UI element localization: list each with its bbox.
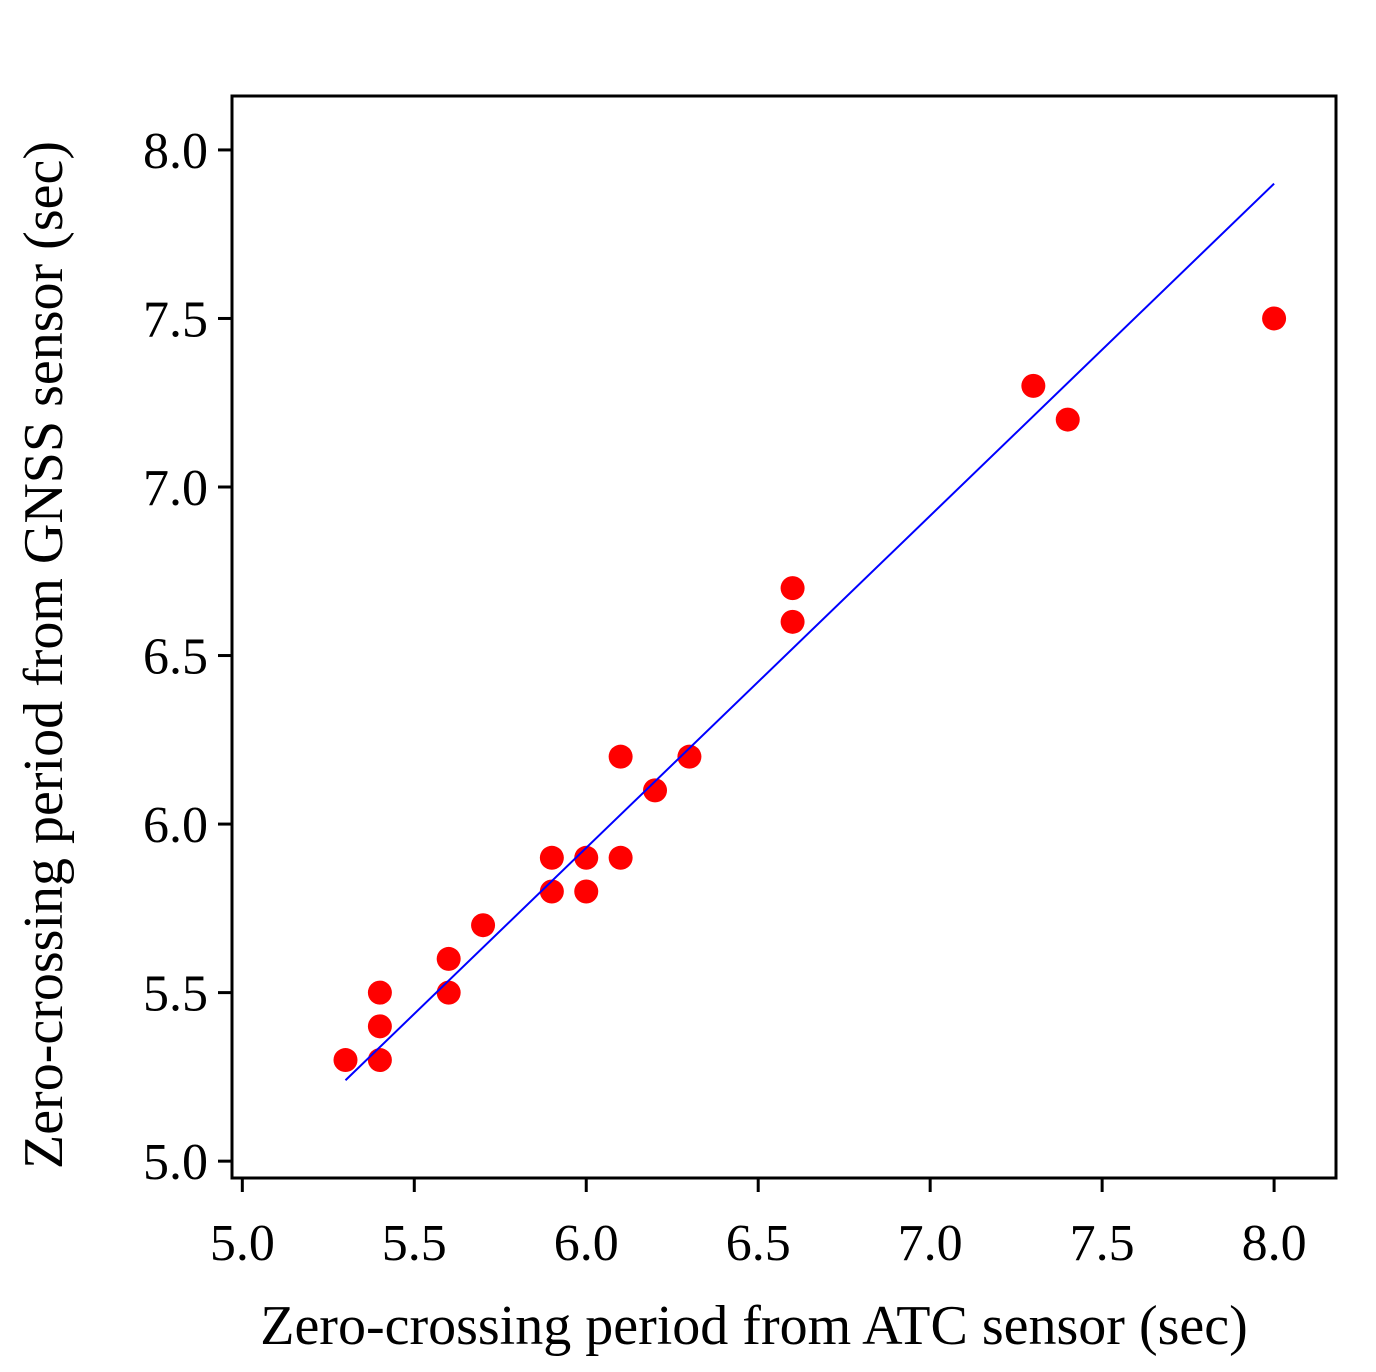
data-point xyxy=(333,1048,358,1073)
y-tick-label: 6.0 xyxy=(143,797,208,854)
x-axis-title: Zero-crossing period from ATC sensor (se… xyxy=(260,1295,1248,1357)
y-axis-title: Zero-crossing period from GNSS sensor (s… xyxy=(13,141,75,1169)
x-tick-label: 6.5 xyxy=(726,1215,791,1272)
x-tick-label: 5.5 xyxy=(382,1215,447,1272)
y-tick-label: 7.0 xyxy=(143,460,208,517)
x-tick-label: 8.0 xyxy=(1242,1215,1307,1272)
data-point xyxy=(1262,306,1287,331)
data-point xyxy=(436,980,461,1005)
x-tick-label: 6.0 xyxy=(554,1215,619,1272)
series-layer xyxy=(333,182,1287,1081)
data-point xyxy=(608,845,633,870)
data-point xyxy=(539,879,564,904)
y-tick-label: 5.0 xyxy=(143,1134,208,1191)
y-tick-label: 7.5 xyxy=(143,291,208,348)
data-point xyxy=(1055,407,1080,432)
data-point xyxy=(574,879,599,904)
data-point xyxy=(608,744,633,769)
data-point xyxy=(367,1048,392,1073)
data-point xyxy=(1021,373,1046,398)
x-tick-label: 7.5 xyxy=(1070,1215,1135,1272)
y-axis: 5.0 5.5 6.0 6.5 7.0 7.5 8.0 xyxy=(143,123,232,1191)
x-tick-label: 7.0 xyxy=(898,1215,963,1272)
data-point xyxy=(643,778,668,803)
data-point xyxy=(471,913,496,938)
plot-frame xyxy=(230,94,1338,1180)
y-tick-label: 8.0 xyxy=(143,123,208,180)
data-point xyxy=(780,576,805,601)
y-tick-label: 5.5 xyxy=(143,966,208,1023)
data-point xyxy=(367,980,392,1005)
y-tick-label: 6.5 xyxy=(143,629,208,686)
data-point xyxy=(539,845,564,870)
data-point xyxy=(367,1014,392,1039)
x-axis: 5.0 5.5 6.0 6.5 7.0 7.5 8.0 xyxy=(210,1178,1307,1272)
data-point xyxy=(780,609,805,634)
data-point xyxy=(574,845,599,870)
fit-line xyxy=(344,182,1275,1081)
x-tick-label: 5.0 xyxy=(210,1215,275,1272)
data-point xyxy=(677,744,702,769)
data-point xyxy=(436,946,461,971)
